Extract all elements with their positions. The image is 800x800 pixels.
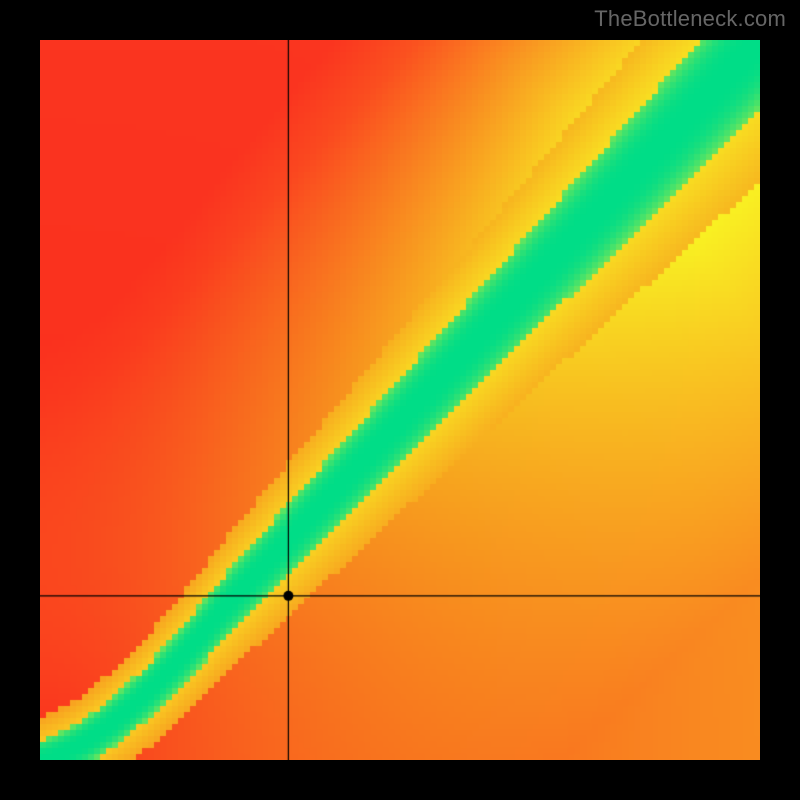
watermark-text: TheBottleneck.com: [594, 6, 786, 32]
chart-frame: TheBottleneck.com: [0, 0, 800, 800]
bottleneck-heatmap: [40, 40, 760, 760]
